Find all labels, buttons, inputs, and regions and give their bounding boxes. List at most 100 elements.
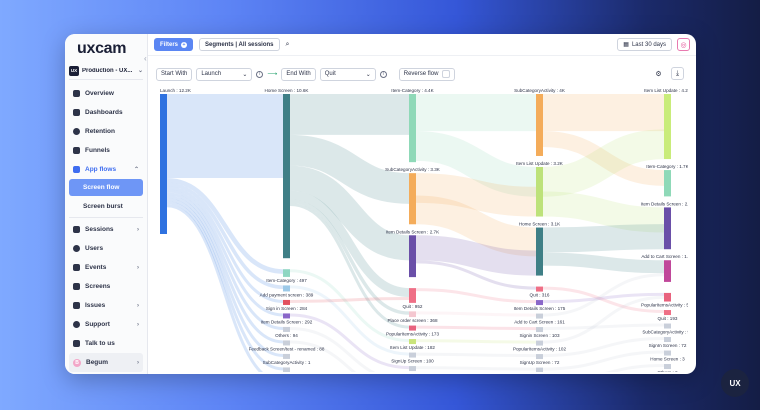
sankey-node[interactable] [409, 173, 416, 225]
sidebar-item-users[interactable]: Users [69, 239, 143, 258]
sankey-link[interactable] [289, 340, 409, 372]
sankey-link[interactable] [542, 292, 665, 304]
sidebar-item-support[interactable]: Support › [69, 315, 143, 334]
sankey-link[interactable] [166, 182, 284, 290]
sankey-link[interactable] [542, 273, 665, 317]
sankey-link[interactable] [542, 131, 665, 186]
sidebar-item-sessions[interactable]: Sessions › [69, 220, 143, 239]
project-selector[interactable]: UX Production - UX... ⌄ [69, 64, 143, 80]
sankey-link[interactable] [415, 366, 537, 371]
sidebar-item-dashboards[interactable]: Dashboards [69, 103, 143, 122]
sankey-node[interactable] [409, 288, 416, 303]
sankey-node[interactable] [664, 350, 671, 356]
date-range-button[interactable]: ▦ Last 30 days [617, 38, 672, 51]
sankey-node[interactable] [409, 94, 416, 163]
sankey-node[interactable] [536, 354, 543, 360]
sankey-node[interactable] [283, 285, 290, 292]
sankey-link[interactable] [166, 177, 284, 274]
sankey-node[interactable] [536, 166, 543, 217]
sankey-link[interactable] [542, 286, 665, 314]
sankey-link[interactable] [415, 173, 537, 217]
sankey-link[interactable] [166, 189, 284, 317]
sankey-node[interactable] [664, 292, 671, 302]
sankey-node[interactable] [664, 260, 671, 282]
sankey-link[interactable] [415, 131, 537, 197]
sankey-node[interactable] [536, 286, 543, 292]
sankey-node[interactable] [664, 323, 671, 329]
sankey-node[interactable] [283, 94, 290, 259]
sankey-link[interactable] [289, 326, 409, 372]
sankey-link[interactable] [542, 191, 665, 233]
sankey-link[interactable] [415, 339, 537, 344]
sankey-link[interactable] [166, 198, 284, 357]
sankey-node[interactable] [283, 313, 290, 319]
end-with-select[interactable]: Quit ⌄ [319, 67, 376, 81]
sankey-node[interactable] [283, 326, 290, 332]
sankey-node[interactable] [664, 364, 671, 370]
sankey-link[interactable] [289, 269, 410, 343]
sankey-node[interactable] [536, 227, 543, 276]
info-icon[interactable]: i [256, 70, 264, 78]
sankey-node[interactable] [536, 367, 543, 372]
sankey-link[interactable] [166, 201, 284, 371]
sankey-link[interactable] [289, 313, 410, 370]
sankey-link[interactable] [415, 352, 537, 358]
sankey-link[interactable] [542, 224, 665, 253]
download-icon[interactable]: ⤓ [671, 67, 684, 80]
sankey-node[interactable] [664, 170, 671, 197]
filters-button[interactable]: Filters + [154, 38, 194, 51]
sankey-node[interactable] [409, 235, 416, 278]
start-with-select[interactable]: Launch ⌄ [196, 67, 253, 81]
sankey-node[interactable] [409, 352, 416, 358]
reverse-flow-toggle[interactable]: Reverse flow [398, 67, 456, 81]
sankey-node[interactable] [283, 367, 290, 372]
sankey-link[interactable] [415, 311, 537, 317]
sankey-link[interactable] [415, 195, 537, 257]
sidebar-item-screens[interactable]: Screens [69, 277, 143, 296]
sankey-link[interactable] [543, 364, 665, 372]
sankey-link[interactable] [289, 134, 410, 204]
sankey-node[interactable] [536, 313, 543, 319]
info-icon[interactable]: i [379, 70, 387, 78]
sankey-link[interactable] [415, 325, 537, 331]
sidebar-item-issues[interactable]: Issues › [69, 296, 143, 315]
sankey-link[interactable] [289, 190, 410, 297]
sankey-node[interactable] [409, 311, 416, 318]
sankey-node[interactable] [283, 269, 290, 277]
sankey-link[interactable] [289, 202, 410, 329]
sankey-node[interactable] [283, 340, 290, 346]
sankey-node[interactable] [160, 94, 167, 234]
sankey-node[interactable] [409, 366, 416, 372]
sidebar-item-talk-to-us[interactable]: Talk to us [69, 334, 143, 353]
sidebar-subitem-screen-burst[interactable]: Screen burst [83, 203, 123, 210]
sankey-link[interactable] [289, 199, 410, 315]
sankey-link[interactable] [166, 186, 284, 303]
sankey-link[interactable] [289, 165, 410, 261]
sidebar-item-funnels[interactable]: Funnels [69, 141, 143, 160]
sidebar-item-events[interactable]: Events › [69, 258, 143, 277]
sankey-link[interactable] [542, 337, 665, 358]
sidebar-item-retention[interactable]: Retention [69, 122, 143, 141]
sankey-link[interactable] [415, 288, 537, 304]
sankey-node[interactable] [283, 353, 290, 359]
help-icon[interactable]: ◎ [677, 38, 690, 51]
sankey-node[interactable] [283, 299, 290, 305]
sidebar-item-app-flows[interactable]: App flows ⌃ [69, 160, 143, 179]
sidebar-item-overview[interactable]: Overview [69, 84, 143, 103]
sankey-link[interactable] [542, 252, 665, 274]
sankey-node[interactable] [409, 325, 416, 331]
sankey-link[interactable] [166, 204, 283, 372]
sankey-link[interactable] [415, 260, 537, 290]
sankey-node[interactable] [664, 310, 671, 316]
sankey-link[interactable] [542, 350, 665, 371]
sankey-node[interactable] [536, 300, 543, 306]
sankey-node[interactable] [409, 339, 416, 345]
sankey-link[interactable] [542, 295, 665, 344]
sankey-link[interactable] [415, 235, 537, 276]
sankey-link[interactable] [289, 285, 410, 356]
segments-button[interactable]: Segments | All sessions [199, 38, 280, 51]
sankey-link[interactable] [542, 323, 665, 331]
search-icon[interactable]: ⌕ [285, 40, 290, 48]
sidebar-subitem-screen-flow[interactable]: Screen flow [69, 179, 143, 196]
sankey-node[interactable] [664, 337, 671, 343]
